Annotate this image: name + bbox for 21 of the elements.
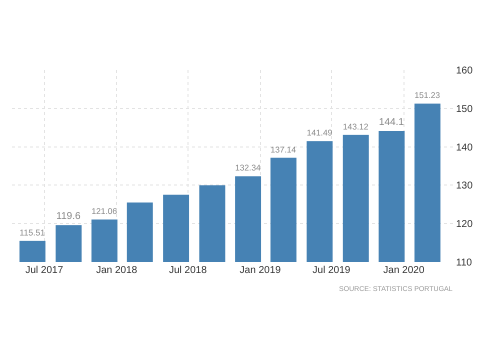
x-tick-label: Jan 2018 (96, 265, 138, 276)
data-label: 132.34 (235, 162, 262, 173)
y-tick-label: 130 (456, 180, 474, 192)
data-label: 141.49 (306, 128, 333, 138)
data-label: 119.6 (56, 211, 82, 222)
y-tick-label: 150 (456, 104, 474, 115)
data-label: 143.12 (342, 121, 369, 132)
x-tick-label: Jan 2020 (383, 265, 425, 276)
y-tick-label: 160 (456, 66, 474, 76)
y-tick-label: 140 (456, 142, 474, 154)
x-tick-label: Jul 2017 (25, 265, 64, 276)
data-label: 144.1 (378, 117, 404, 128)
y-tick-label: 120 (456, 219, 474, 230)
x-tick-label: Jan 2019 (240, 265, 282, 276)
x-tick-label: Jul 2019 (312, 265, 351, 276)
data-label: 151.23 (414, 90, 440, 100)
y-tick-label: 110 (456, 258, 472, 268)
x-tick-label: Jul 2018 (168, 265, 208, 276)
data-label: 115.51 (19, 227, 46, 238)
data-label: 137.14 (270, 144, 296, 154)
data-label: 121.06 (91, 206, 118, 216)
